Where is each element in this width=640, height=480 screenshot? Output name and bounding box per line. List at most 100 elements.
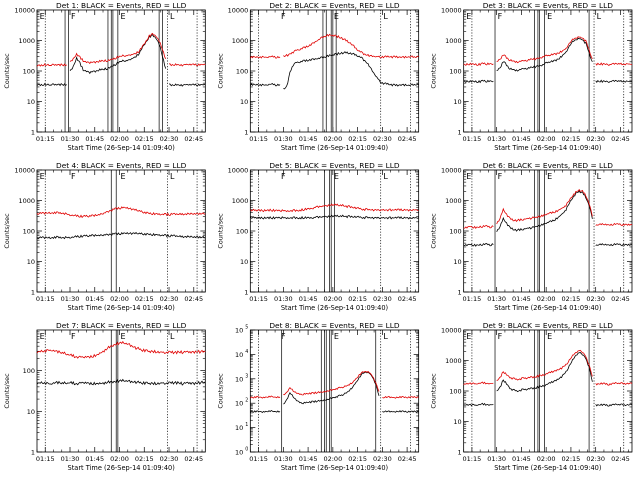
- y-tick-exponent: 5: [245, 325, 248, 331]
- lld-series-line: [496, 349, 593, 381]
- y-tick-label: 1: [244, 289, 248, 297]
- y-tick-label: 10: [27, 98, 35, 106]
- events-series-line: [250, 409, 281, 413]
- y-tick-label: 100: [23, 68, 35, 76]
- x-tick-label: 02:45: [611, 135, 630, 143]
- lld-series-line: [463, 381, 494, 385]
- y-tick-label: 10000: [228, 167, 249, 175]
- event-marker-letter: F: [281, 12, 286, 21]
- events-series-line: [36, 82, 67, 87]
- x-axis-label: Start Time (26-Sep-14 01:09:40): [494, 144, 601, 152]
- event-marker-letter: F: [71, 12, 76, 21]
- x-tick-label: 02:15: [562, 295, 581, 303]
- x-tick-label: 01:30: [274, 455, 293, 463]
- event-marker-letter: E: [121, 332, 126, 341]
- event-marker-letter: E: [547, 12, 552, 21]
- x-tick-label: 02:45: [398, 295, 417, 303]
- panel-title: Det 7: BLACK = Events, RED = LLD: [56, 321, 187, 330]
- event-marker-letter: E: [334, 172, 339, 181]
- y-tick-label: 1000: [18, 37, 35, 45]
- events-series-line: [250, 214, 419, 220]
- event-marker-letter: E: [40, 12, 45, 21]
- x-tick-label: 02:00: [537, 135, 556, 143]
- y-tick-label: 1000: [232, 37, 249, 45]
- y-tick-label: 10000: [228, 7, 249, 15]
- x-axis-label: Start Time (26-Sep-14 01:09:40): [494, 304, 601, 312]
- x-tick-label: 01:15: [36, 295, 55, 303]
- x-tick-label: 01:45: [512, 455, 531, 463]
- panel-det-7: Det 7: BLACK = Events, RED = LLD 1 10 100 Co…: [3, 321, 206, 472]
- y-axis-label: Counts/sec: [3, 373, 11, 409]
- panel-det-9: Det 9: BLACK = Events, RED = LLD 1 10 100 10…: [430, 321, 633, 472]
- plot-frame: [249, 329, 420, 453]
- panel-title: Det 8: BLACK = Events, RED = LLD: [269, 321, 400, 330]
- x-tick-label: 02:00: [537, 455, 556, 463]
- event-marker-letter: E: [121, 12, 126, 21]
- x-tick-label: 01:45: [299, 455, 318, 463]
- y-tick-label: 1: [31, 449, 35, 457]
- x-axis-label: Start Time (26-Sep-14 01:09:40): [281, 304, 388, 312]
- events-series-line: [463, 79, 494, 84]
- y-axis-label: Counts/sec: [430, 53, 438, 89]
- y-axis-label: Counts/sec: [3, 53, 11, 89]
- event-marker-letter: L: [170, 332, 175, 341]
- y-tick-label: 10000: [14, 167, 35, 175]
- x-tick-label: 02:30: [373, 295, 392, 303]
- events-series-line: [283, 51, 419, 90]
- x-tick-label: 01:45: [85, 455, 104, 463]
- y-tick-label: 10: [235, 449, 243, 457]
- lld-series-line: [496, 188, 593, 225]
- plot-frame: [36, 169, 206, 293]
- events-series-line: [463, 243, 494, 247]
- x-tick-label: 02:45: [611, 295, 630, 303]
- lld-series-line: [595, 62, 632, 66]
- y-axis-label: Counts/sec: [216, 53, 224, 89]
- x-tick-label: 02:15: [135, 455, 154, 463]
- y-tick-label: 1000: [445, 37, 462, 45]
- y-tick-label: 100: [236, 68, 248, 76]
- x-axis-label: Start Time (26-Sep-14 01:09:40): [68, 464, 175, 472]
- event-marker-letter: F: [498, 332, 503, 341]
- x-tick-label: 02:30: [586, 295, 605, 303]
- y-tick-label: 10: [27, 408, 35, 416]
- x-tick-label: 02:45: [184, 455, 203, 463]
- plot-frame: [463, 329, 633, 453]
- events-series-line: [283, 371, 380, 405]
- events-series-line: [595, 243, 633, 247]
- events-series-line: [168, 83, 206, 87]
- x-tick-label: 01:15: [36, 455, 55, 463]
- y-tick-exponent: 3: [245, 373, 248, 379]
- lld-series-line: [463, 224, 494, 230]
- y-axis-label: Counts/sec: [216, 373, 224, 409]
- plot-frame: [463, 169, 633, 293]
- x-axis-label: Start Time (26-Sep-14 01:09:40): [494, 464, 601, 472]
- y-tick-exponent: 2: [245, 398, 248, 404]
- event-marker-letter: E: [334, 12, 339, 21]
- y-tick-label: 1: [31, 129, 35, 137]
- panel-title: Det 2: BLACK = Events, RED = LLD: [269, 1, 400, 10]
- y-tick-label: 10: [453, 258, 461, 266]
- panel-det-6: Det 6: BLACK = Events, RED = LLD 1 10 100 10…: [430, 161, 633, 312]
- event-marker-letter: F: [71, 332, 76, 341]
- event-marker-letter: F: [281, 172, 286, 181]
- lld-series-line: [382, 395, 419, 399]
- x-tick-label: 02:00: [323, 455, 342, 463]
- panel-title: Det 5: BLACK = Events, RED = LLD: [269, 161, 400, 170]
- panel-det-4: Det 4: BLACK = Events, RED = LLD 1 10 100 10…: [3, 161, 206, 312]
- x-tick-label: 01:30: [61, 135, 80, 143]
- x-tick-label: 01:30: [274, 135, 293, 143]
- event-marker-letter: E: [466, 332, 471, 341]
- x-tick-label: 02:15: [348, 135, 367, 143]
- y-tick-label: 1000: [445, 197, 462, 205]
- panel-det-2: Det 2: BLACK = Events, RED = LLD 1 10 100 10…: [216, 1, 420, 152]
- lld-series-line: [36, 340, 206, 359]
- events-series-line: [36, 378, 206, 386]
- lld-series-line: [496, 36, 593, 64]
- y-tick-label: 1: [458, 449, 462, 457]
- x-tick-label: 02:45: [398, 455, 417, 463]
- lld-series-line: [463, 62, 494, 67]
- events-series-line: [595, 79, 633, 84]
- events-series-line: [69, 34, 167, 75]
- x-tick-label: 02:45: [184, 135, 203, 143]
- y-tick-label: 1000: [232, 197, 249, 205]
